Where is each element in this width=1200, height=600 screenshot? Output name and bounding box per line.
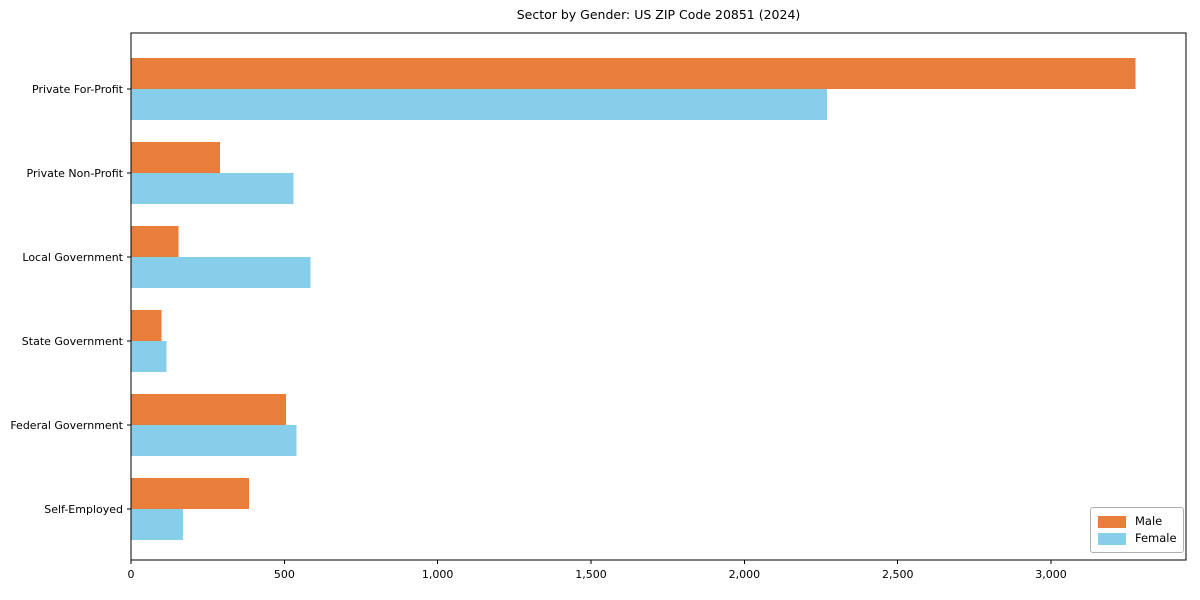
bar-female-2	[131, 257, 311, 288]
y-axis-label-4: Federal Government	[10, 419, 123, 432]
chart-title: Sector by Gender: US ZIP Code 20851 (202…	[516, 7, 801, 22]
bar-male-1	[131, 142, 220, 173]
bar-female-0	[131, 89, 828, 120]
y-axis-label-0: Private For-Profit	[32, 83, 124, 96]
x-axis-tick-label-4: 2,000	[729, 568, 761, 581]
y-axis-label-3: State Government	[22, 335, 124, 348]
bar-female-3	[131, 341, 167, 372]
male-series-swatch	[1098, 515, 1126, 528]
legend-label-male: Male	[1135, 513, 1163, 528]
y-axis-label-2: Local Government	[22, 251, 123, 264]
legend-label-female: Female	[1135, 530, 1177, 545]
x-axis-tick-label-0: 0	[128, 568, 135, 581]
x-axis-tick-label-3: 1,500	[575, 568, 607, 581]
bar-female-4	[131, 425, 297, 456]
bar-male-5	[131, 478, 250, 509]
plot-border	[130, 32, 1187, 561]
bar-male-4	[131, 394, 286, 425]
y-axis-label-1: Private Non-Profit	[27, 167, 124, 180]
y-axis-label-5: Self-Employed	[44, 503, 123, 516]
bar-male-0	[131, 58, 1136, 89]
female-series-swatch	[1098, 532, 1126, 545]
legend: Male Female	[1090, 507, 1184, 553]
x-axis-tick-label-2: 1,000	[422, 568, 454, 581]
x-axis-tick-label-1: 500	[274, 568, 295, 581]
x-axis-tick-label-6: 3,000	[1035, 568, 1067, 581]
bar-female-5	[131, 509, 184, 540]
bar-male-3	[131, 310, 162, 341]
legend-item-female: Female	[1098, 530, 1183, 545]
legend-item-male: Male	[1098, 513, 1183, 528]
bar-male-2	[131, 226, 179, 257]
x-axis-tick-label-5: 2,500	[882, 568, 914, 581]
bar-female-1	[131, 173, 294, 204]
